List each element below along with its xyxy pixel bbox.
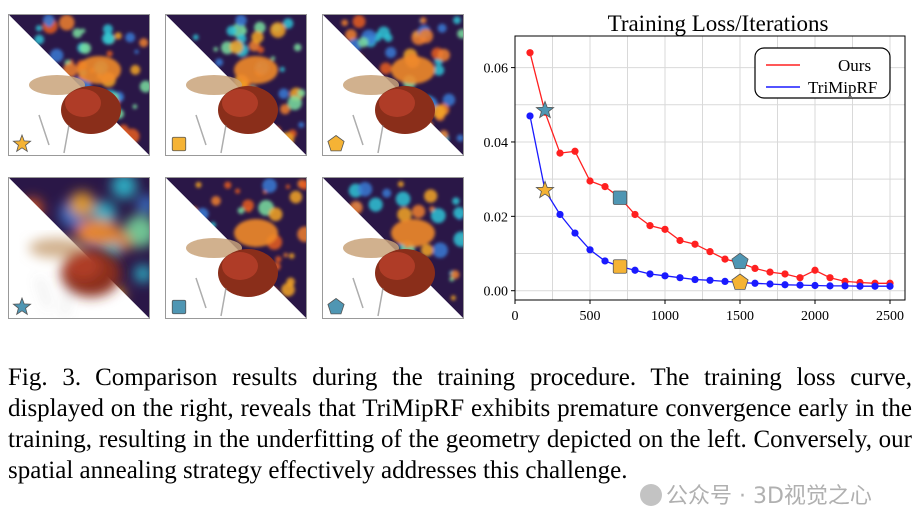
legend-label: TriMipRF <box>808 78 877 97</box>
annotation-pentagon-icon <box>731 252 749 270</box>
data-point-trimiprf <box>526 112 534 120</box>
data-point-trimiprf <box>826 282 834 290</box>
data-point-ours <box>796 274 804 282</box>
data-point-ours <box>586 177 594 185</box>
figure: Training Loss/Iterations 0 500 1000 1500 2000… <box>8 11 906 324</box>
data-point-ours <box>631 210 639 219</box>
data-point-trimiprf <box>751 279 759 287</box>
data-point-trimiprf <box>586 246 594 254</box>
data-point-trimiprf <box>691 275 699 284</box>
chart-legend: Ours TriMipRF <box>754 47 891 99</box>
data-point-trimiprf <box>841 282 849 290</box>
y-tick-label: 0.00 <box>484 285 509 300</box>
data-point-trimiprf <box>811 281 819 290</box>
y-tick-label: 0.02 <box>484 210 509 225</box>
chart-title: Training Loss/Iterations <box>608 11 829 36</box>
data-point-trimiprf <box>871 282 879 290</box>
data-point-trimiprf <box>571 229 579 237</box>
data-point-ours <box>826 274 834 282</box>
panel-marker-pentagon-icon <box>327 298 345 315</box>
data-point-trimiprf <box>856 282 864 290</box>
data-point-ours <box>706 248 714 256</box>
training-loss-chart: Training Loss/Iterations 0 500 1000 1500 2000… <box>484 11 906 324</box>
data-point-ours <box>766 268 774 276</box>
data-point-trimiprf <box>796 281 804 289</box>
render-panel-top-3 <box>322 14 464 156</box>
data-point-ours <box>556 149 564 157</box>
data-point-trimiprf <box>886 282 894 290</box>
wechat-icon <box>640 484 662 506</box>
data-point-trimiprf <box>706 276 714 284</box>
render-panel-bottom-2 <box>165 177 307 319</box>
x-tick-label: 0 <box>512 309 519 324</box>
data-point-trimiprf <box>601 257 609 265</box>
legend-label: Ours <box>838 56 871 75</box>
data-point-ours <box>691 240 699 248</box>
y-tick-label: 0.06 <box>484 62 509 77</box>
render-panel-top-2 <box>165 14 307 156</box>
data-point-ours <box>721 255 729 263</box>
data-point-ours <box>601 182 609 191</box>
panel-marker-square-icon <box>171 299 187 315</box>
data-point-ours <box>646 222 654 230</box>
series-line-trimiprf <box>529 115 890 287</box>
x-tick-label: 2500 <box>876 309 904 324</box>
caption-label: Fig. 3. <box>8 364 82 391</box>
data-point-trimiprf <box>676 274 684 282</box>
panel-marker-pentagon-icon <box>327 135 345 152</box>
panel-marker-star-icon <box>12 296 32 316</box>
x-tick-label: 2000 <box>801 309 829 324</box>
watermark-text: 公众号 · 3D视觉之心 <box>666 484 872 509</box>
data-point-trimiprf <box>661 272 669 280</box>
data-point-ours <box>751 264 759 272</box>
x-tick-label: 1000 <box>651 309 679 324</box>
annotation-square-icon <box>612 259 628 274</box>
annotation-star-icon <box>535 100 555 119</box>
data-point-ours <box>661 225 669 233</box>
plot-frame <box>514 35 906 301</box>
annotation-square-icon <box>612 190 628 205</box>
panel-marker-star-icon <box>12 133 32 153</box>
caption-text: Comparison results during the training p… <box>8 364 912 484</box>
data-point-trimiprf <box>646 270 654 278</box>
y-tick-label: 0.04 <box>484 136 509 151</box>
panel-marker-square-icon <box>171 136 187 152</box>
data-point-trimiprf <box>721 277 729 286</box>
render-panel-bottom-1 <box>8 177 150 319</box>
x-tick-label: 500 <box>580 309 601 324</box>
annotation-pentagon-icon <box>731 273 749 290</box>
render-panel-bottom-3 <box>322 177 464 319</box>
annotation-star-icon <box>535 180 555 199</box>
data-point-trimiprf <box>556 210 564 219</box>
data-point-trimiprf <box>766 280 774 288</box>
data-point-ours <box>676 236 684 245</box>
figure-caption: Fig. 3. Comparison results during the tra… <box>8 362 912 486</box>
watermark: 公众号 · 3D视觉之心 <box>640 478 872 510</box>
data-point-ours <box>781 270 789 278</box>
data-point-trimiprf <box>781 281 789 289</box>
data-point-ours <box>571 147 579 155</box>
data-point-trimiprf <box>631 266 639 274</box>
render-panel-top-1 <box>8 14 150 156</box>
data-point-ours <box>526 49 534 57</box>
data-point-ours <box>811 266 819 274</box>
x-tick-label: 1500 <box>726 309 754 324</box>
